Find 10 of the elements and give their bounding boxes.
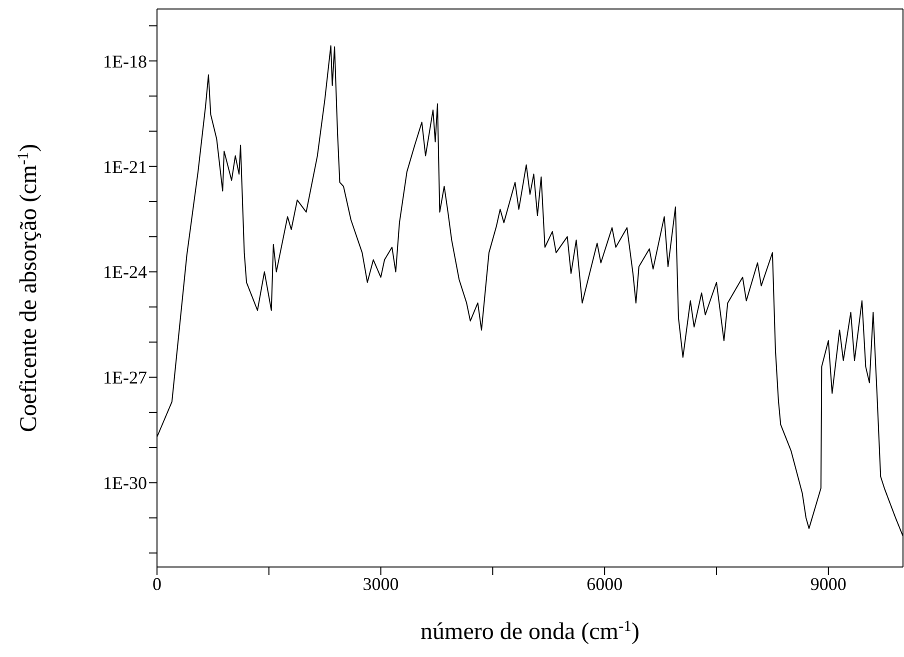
x-tick-label: 0 [152,574,162,594]
x-tick-label: 9000 [810,574,846,594]
x-axis-title: número de onda (cm$^{-1}$) [420,618,640,645]
x-tick-label: 3000 [362,574,399,594]
y-tick-label: 1E-24 [103,262,147,282]
y-tick-label: 1E-30 [103,473,147,494]
x-tick-label: 6000 [586,574,623,594]
y-tick-label: 1E-21 [103,156,147,177]
y-tick-label: 1E-27 [103,368,147,388]
y-tick-label: 1E-18 [103,51,147,72]
